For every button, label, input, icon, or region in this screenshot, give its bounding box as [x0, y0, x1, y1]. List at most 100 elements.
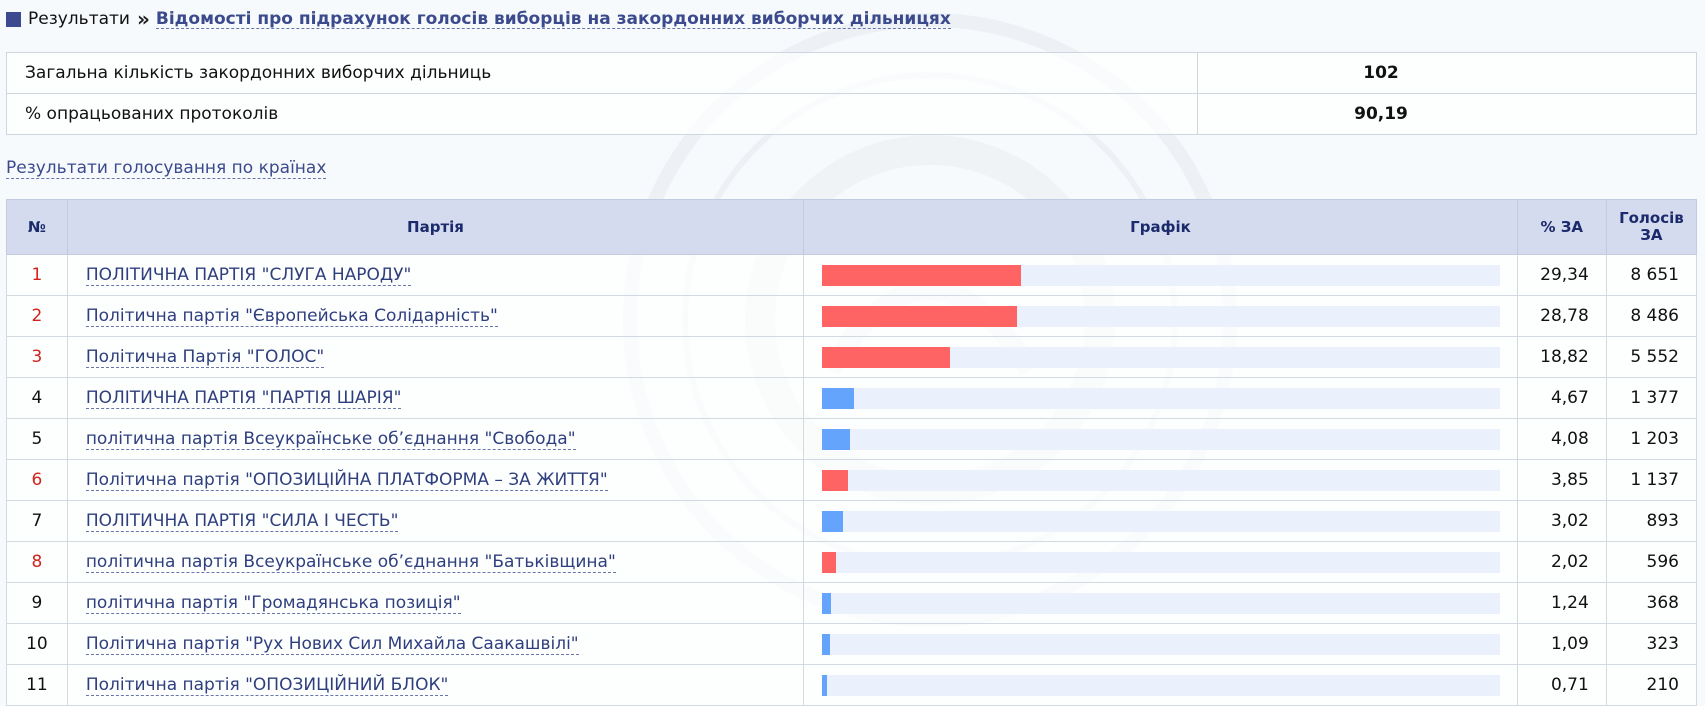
percent-cell: 1,09: [1516, 623, 1607, 665]
header-votes: Голосів ЗА: [1605, 199, 1698, 255]
row-number: 2: [6, 295, 68, 337]
party-cell: політична партія "Громадянська позиція": [66, 582, 805, 624]
results-table: № Партія Графік % ЗА Голосів ЗА 1 ПОЛІТИЧ…: [6, 199, 1698, 706]
breadcrumb-root[interactable]: Результати: [28, 9, 130, 29]
summary-label: % опрацьованих протоколів: [6, 93, 1198, 135]
votes-cell: 5 552: [1605, 336, 1698, 378]
bar-track: [822, 346, 1500, 368]
graph-cell: [803, 459, 1518, 501]
party-link[interactable]: політична партія Всеукраїнське об’єднанн…: [85, 552, 616, 573]
summary-label: Загальна кількість закордонних виборчих …: [6, 52, 1198, 94]
graph-cell: [803, 664, 1518, 706]
row-number: 4: [6, 377, 68, 419]
party-link[interactable]: Політична партія "ОПОЗИЦІЙНА ПЛАТФОРМА –…: [85, 470, 608, 491]
percent-cell: 4,67: [1516, 377, 1607, 419]
bar-track: [822, 305, 1500, 327]
bar-fill: [822, 264, 1021, 286]
party-cell: Політична партія "Рух Нових Сил Михайла …: [66, 623, 805, 665]
header-votes-line1: Голосів: [1619, 209, 1684, 227]
table-row: 11 Політична партія "ОПОЗИЦІЙНИЙ БЛОК" 0,7…: [6, 664, 1698, 706]
party-link[interactable]: ПОЛІТИЧНА ПАРТІЯ "ПАРТІЯ ШАРІЯ": [85, 388, 402, 409]
table-row: 1 ПОЛІТИЧНА ПАРТІЯ "СЛУГА НАРОДУ" 29,34 8 6…: [6, 254, 1698, 296]
table-row: 8 політична партія Всеукраїнське об’єднан…: [6, 541, 1698, 583]
breadcrumb-current[interactable]: Відомості про підрахунок голосів виборці…: [155, 8, 951, 29]
party-link[interactable]: Політична партія "Рух Нових Сил Михайла …: [85, 634, 579, 655]
table-row: 9 політична партія "Громадянська позиція"…: [6, 582, 1698, 624]
summary-value: 102: [1197, 52, 1697, 94]
votes-cell: 596: [1605, 541, 1698, 583]
percent-cell: 28,78: [1516, 295, 1607, 337]
header-party: Партія: [66, 199, 805, 255]
graph-cell: [803, 500, 1518, 542]
graph-cell: [803, 295, 1518, 337]
bar-fill: [822, 510, 843, 532]
row-number: 8: [6, 541, 68, 583]
bar-track: [822, 551, 1500, 573]
row-number: 10: [6, 623, 68, 665]
bar-fill: [822, 469, 849, 491]
row-number: 6: [6, 459, 68, 501]
table-row: 3 Політична Партія "ГОЛОС" 18,82 5 552: [6, 336, 1698, 378]
bar-track: [822, 387, 1500, 409]
percent-cell: 0,71: [1516, 664, 1607, 706]
bar-fill: [822, 633, 830, 655]
bar-fill: [822, 387, 854, 409]
percent-cell: 18,82: [1516, 336, 1607, 378]
votes-cell: 368: [1605, 582, 1698, 624]
percent-cell: 4,08: [1516, 418, 1607, 460]
header-votes-line2: ЗА: [1640, 226, 1663, 244]
row-number: 1: [6, 254, 68, 296]
chevron-double-right-icon: »: [136, 7, 150, 31]
party-link[interactable]: Політична партія "Європейська Солідарніс…: [85, 306, 498, 327]
party-link[interactable]: ПОЛІТИЧНА ПАРТІЯ "СЛУГА НАРОДУ": [85, 265, 412, 286]
votes-cell: 1 137: [1605, 459, 1698, 501]
row-number: 9: [6, 582, 68, 624]
party-link[interactable]: Політична Партія "ГОЛОС": [85, 347, 325, 368]
party-link[interactable]: політична партія Всеукраїнське об’єднанн…: [85, 429, 576, 450]
summary-value: 90,19: [1197, 93, 1697, 135]
country-results-link[interactable]: Результати голосування по країнах: [6, 158, 327, 179]
bar-track: [822, 510, 1500, 532]
table-row: 4 ПОЛІТИЧНА ПАРТІЯ "ПАРТІЯ ШАРІЯ" 4,67 1 37…: [6, 377, 1698, 419]
bar-track: [822, 674, 1500, 696]
row-number: 5: [6, 418, 68, 460]
party-link[interactable]: Політична партія "ОПОЗИЦІЙНИЙ БЛОК": [85, 675, 449, 696]
percent-cell: 3,85: [1516, 459, 1607, 501]
votes-cell: 893: [1605, 500, 1698, 542]
bar-track: [822, 469, 1500, 491]
row-number: 7: [6, 500, 68, 542]
table-row: 10 Політична партія "Рух Нових Сил Михайл…: [6, 623, 1698, 665]
percent-cell: 1,24: [1516, 582, 1607, 624]
party-cell: Політична партія "ОПОЗИЦІЙНА ПЛАТФОРМА –…: [66, 459, 805, 501]
table-row: 5 політична партія Всеукраїнське об’єднан…: [6, 418, 1698, 460]
bar-track: [822, 633, 1500, 655]
party-cell: політична партія Всеукраїнське об’єднанн…: [66, 541, 805, 583]
party-cell: Політична Партія "ГОЛОС": [66, 336, 805, 378]
bar-fill: [822, 551, 836, 573]
party-cell: Політична партія "Європейська Солідарніс…: [66, 295, 805, 337]
header-pct: % ЗА: [1516, 199, 1607, 255]
party-cell: ПОЛІТИЧНА ПАРТІЯ "ПАРТІЯ ШАРІЯ": [66, 377, 805, 419]
bar-track: [822, 264, 1500, 286]
table-row: 2 Політична партія "Європейська Солідарні…: [6, 295, 1698, 337]
votes-cell: 210: [1605, 664, 1698, 706]
graph-cell: [803, 254, 1518, 296]
party-link[interactable]: політична партія "Громадянська позиція": [85, 593, 461, 614]
summary-row: Загальна кількість закордонних виборчих …: [6, 52, 1697, 94]
votes-cell: 8 651: [1605, 254, 1698, 296]
row-number: 11: [6, 664, 68, 706]
bar-fill: [822, 428, 850, 450]
party-cell: ПОЛІТИЧНА ПАРТІЯ "СЛУГА НАРОДУ": [66, 254, 805, 296]
table-row: 7 ПОЛІТИЧНА ПАРТІЯ "СИЛА І ЧЕСТЬ" 3,02 893: [6, 500, 1698, 542]
percent-cell: 29,34: [1516, 254, 1607, 296]
header-num: №: [6, 199, 68, 255]
graph-cell: [803, 377, 1518, 419]
summary-row: % опрацьованих протоколів 90,19: [6, 93, 1697, 135]
graph-cell: [803, 623, 1518, 665]
percent-cell: 2,02: [1516, 541, 1607, 583]
party-cell: Політична партія "ОПОЗИЦІЙНИЙ БЛОК": [66, 664, 805, 706]
header-graph: Графік: [803, 199, 1518, 255]
bar-track: [822, 428, 1500, 450]
table-row: 6 Політична партія "ОПОЗИЦІЙНА ПЛАТФОРМА …: [6, 459, 1698, 501]
party-link[interactable]: ПОЛІТИЧНА ПАРТІЯ "СИЛА І ЧЕСТЬ": [85, 511, 399, 532]
